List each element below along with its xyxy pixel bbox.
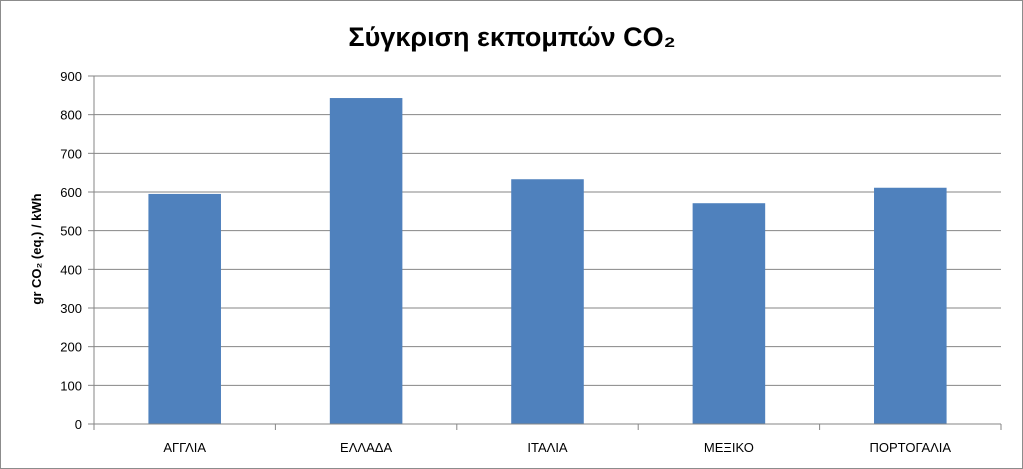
x-category-label-1: ΑΓΓΛΙΑ [163, 440, 206, 455]
y-tick-label-500: 500 [60, 224, 82, 239]
x-axis-category-labels: ΑΓΓΛΙΑ ΕΛΛΑΔΑ ΙΤΑΛΙΑ ΜΕΞΙΚΟ ΠΟΡΤΟΓΑΛΙΑ [163, 440, 951, 455]
x-category-label-4: ΜΕΞΙΚΟ [704, 440, 754, 455]
chart-title: Σύγκριση εκπομπών CO₂ [348, 22, 675, 52]
bar-3 [511, 179, 584, 424]
y-tick-label-0: 0 [75, 417, 82, 432]
bar-5 [874, 187, 947, 424]
x-category-label-5: ΠΟΡΤΟΓΑΛΙΑ [870, 440, 952, 455]
y-tick-label-100: 100 [60, 378, 82, 393]
x-category-label-3: ΙΤΑΛΙΑ [527, 440, 568, 455]
bar-2 [329, 98, 403, 424]
y-tick-label-300: 300 [60, 301, 82, 316]
y-tick-label-400: 400 [60, 262, 82, 277]
y-tick-label-900: 900 [60, 69, 82, 84]
y-tick-label-700: 700 [60, 146, 82, 161]
y-axis-ticks: 0 100 200 300 400 500 600 700 800 900 [60, 69, 82, 432]
axes [93, 76, 1002, 430]
x-category-label-2: ΕΛΛΑΔΑ [340, 440, 392, 455]
y-tick-label-600: 600 [60, 185, 82, 200]
y-tick-label-200: 200 [60, 340, 82, 355]
bars [148, 98, 947, 424]
bar-1 [148, 193, 221, 424]
y-tick-label-800: 800 [60, 108, 82, 123]
bar-4 [692, 203, 766, 424]
y-axis-label: gr CO₂ (eq.) / kWh [29, 193, 44, 304]
